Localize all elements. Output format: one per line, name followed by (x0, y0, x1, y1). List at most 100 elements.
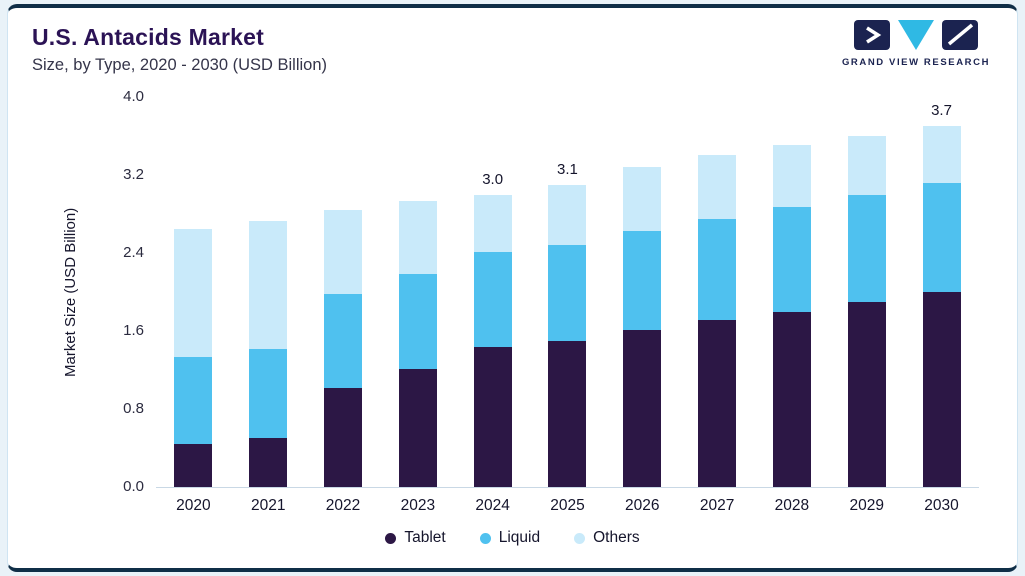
legend-swatch-others (574, 532, 586, 544)
x-label-2024: 2024 (475, 497, 510, 514)
bar-group-2025: 3.1 (530, 97, 605, 487)
grand-view-research-logo: GRAND VIEW RESEARCH (841, 14, 991, 77)
bar-segment-others-2020 (174, 228, 213, 358)
stacked-bar-chart: Market Size (USD Billion) 4.0 3.2 2.4 1.6 0.… (8, 85, 1017, 547)
bar-segment-liquid-2023 (398, 274, 437, 369)
page-subtitle: Size, by Type, 2020 - 2030 (USD Billion) (32, 56, 328, 74)
bar-stack-2022 (324, 210, 363, 487)
bar-segment-others-2023 (398, 201, 437, 275)
x-label-2029: 2029 (849, 497, 884, 514)
bar-segment-others-2027 (698, 154, 737, 219)
bar-segment-others-2026 (623, 167, 662, 231)
logo-icon: GRAND VIEW RESEARCH (842, 20, 990, 68)
legend-item-liquid: Liquid (479, 529, 541, 547)
x-label-2030: 2030 (924, 497, 959, 514)
bar-segment-tablet-2020 (174, 444, 213, 487)
bar-segment-tablet-2023 (398, 369, 437, 487)
bar-stack-2024 (473, 194, 512, 487)
y-tick-3.2: 3.2 (123, 166, 144, 183)
bar-segment-tablet-2024 (473, 346, 512, 487)
legend-item-others: Others (574, 529, 640, 547)
bar-segment-liquid-2022 (324, 293, 363, 388)
bar-segment-liquid-2028 (772, 207, 811, 312)
logo-triangle (898, 20, 934, 50)
y-tick-4.0: 4.0 (123, 88, 144, 105)
legend-swatch-tablet (385, 532, 397, 544)
bar-group-2022 (306, 97, 381, 487)
x-label-2026: 2026 (625, 497, 660, 514)
logo-left-chevron (866, 26, 882, 44)
total-label-2024: 3.0 (482, 170, 504, 188)
legend-label-liquid: Liquid (498, 529, 541, 546)
y-tick-0.8: 0.8 (123, 400, 144, 417)
x-label-2020: 2020 (176, 497, 211, 514)
bar-stack-2026 (623, 167, 662, 487)
bar-segment-tablet-2030 (922, 292, 961, 487)
bar-group-2026 (605, 97, 680, 487)
report-card: U.S. Antacids Market Size, by Type, 2020… (7, 4, 1018, 572)
y-axis-ticks: 4.0 3.2 2.4 1.6 0.8 0.0 (90, 88, 144, 495)
bar-group-2029 (829, 97, 904, 487)
bar-segment-others-2022 (324, 210, 363, 294)
bar-group-2024: 3.0 (455, 97, 530, 487)
header: U.S. Antacids Market Size, by Type, 2020… (8, 8, 1017, 75)
bar-group-2030: 3.7 (904, 97, 979, 487)
legend-swatch-liquid (479, 532, 491, 544)
total-label-2030: 3.7 (931, 102, 952, 120)
y-axis-title: Market Size (USD Billion) (62, 207, 79, 377)
bar-group-2028 (755, 97, 830, 487)
x-label-2023: 2023 (400, 497, 436, 514)
bar-segment-liquid-2024 (473, 252, 512, 347)
logo-right-slash (947, 23, 974, 46)
plot-area: 3.0 3.1 3.7 (156, 97, 979, 488)
total-label-2025: 3.1 (557, 160, 578, 178)
x-label-2022: 2022 (325, 497, 361, 514)
bar-segment-others-2021 (249, 220, 288, 349)
bar-segment-liquid-2025 (548, 245, 587, 341)
bar-segment-others-2029 (847, 135, 886, 196)
bar-segment-tablet-2022 (324, 387, 363, 487)
logo-brand-text: GRAND VIEW RESEARCH (842, 57, 990, 68)
bar-segment-liquid-2030 (922, 182, 961, 292)
bar-stack-2021 (249, 220, 288, 487)
bar-segment-tablet-2029 (847, 301, 886, 487)
legend-label-others: Others (593, 529, 640, 546)
bar-group-2021 (231, 97, 306, 487)
page-title: U.S. Antacids Market (32, 24, 264, 50)
x-label-2021: 2021 (250, 497, 286, 514)
bar-segment-others-2030 (922, 126, 961, 183)
bar-stack-2020 (174, 228, 213, 487)
x-label-2027: 2027 (699, 497, 735, 514)
logo-left-glyph (854, 20, 890, 50)
bar-segment-liquid-2020 (174, 357, 213, 445)
bar-stack-2030 (922, 126, 961, 487)
bar-group-2023 (380, 97, 455, 487)
bar-segment-liquid-2027 (698, 218, 737, 321)
bar-segment-tablet-2021 (249, 438, 288, 487)
plot-wrap: 4.0 3.2 2.4 1.6 0.8 0.0 3.0 3.1 3.7 2020 2021 202… (123, 85, 979, 515)
bar-group-2020 (156, 97, 231, 487)
y-tick-1.6: 1.6 (123, 322, 144, 339)
bar-stack-2023 (398, 201, 437, 487)
bar-segment-others-2024 (473, 194, 512, 253)
x-label-2025: 2025 (550, 497, 585, 514)
bar-segment-tablet-2026 (623, 330, 662, 487)
bar-segment-others-2025 (548, 184, 587, 246)
legend: Tablet Liquid Others (8, 529, 1017, 547)
bar-stack-2028 (772, 144, 811, 487)
bar-stack-2029 (847, 135, 886, 487)
x-axis-labels: 2020 2021 2022 2023 2024 2025 2026 2027 2028 2029… (156, 488, 979, 515)
bar-group-2027 (680, 97, 755, 487)
legend-item-tablet: Tablet (385, 529, 446, 547)
bar-segment-tablet-2028 (772, 311, 811, 487)
bar-stack-2027 (698, 154, 737, 487)
y-tick-2.4: 2.4 (123, 244, 144, 261)
bar-segment-tablet-2027 (698, 320, 737, 487)
bar-segment-liquid-2021 (249, 348, 288, 439)
bar-segment-others-2028 (772, 144, 811, 208)
bar-stack-2025 (548, 184, 587, 487)
bar-segment-liquid-2029 (847, 195, 886, 302)
y-tick-0.0: 0.0 (123, 478, 144, 495)
legend-label-tablet: Tablet (404, 529, 446, 546)
bar-segment-liquid-2026 (623, 230, 662, 330)
